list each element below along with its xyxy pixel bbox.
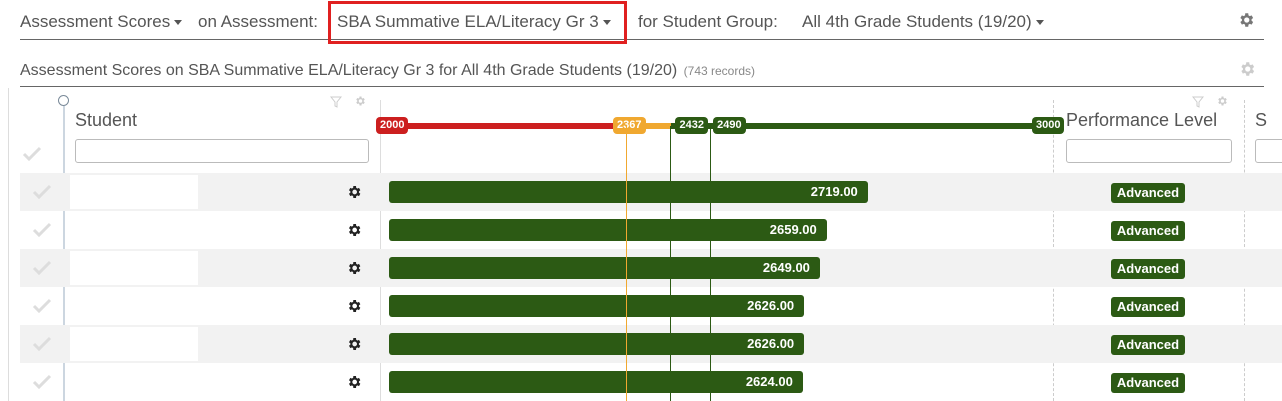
student-filter-input[interactable] xyxy=(75,139,369,163)
settings-gear-icon[interactable] xyxy=(1237,11,1255,29)
cut-score-line xyxy=(710,126,712,401)
performance-level-text: Advanced xyxy=(1116,299,1180,314)
performance-level-column-header[interactable]: Performance Level xyxy=(1066,110,1218,130)
student-name-cell[interactable] xyxy=(70,175,198,209)
performance-level-badge: Advanced xyxy=(1111,221,1185,241)
record-count: (743 records) xyxy=(683,64,756,78)
cut-score-line xyxy=(626,126,628,401)
scale-label: 2490 xyxy=(713,117,746,134)
toolbar: Assessment Scores on Assessment: SBA Sum… xyxy=(20,0,1264,40)
table-row[interactable]: 2719.00 Advanced xyxy=(20,173,1282,211)
student-name-cell[interactable] xyxy=(70,251,198,285)
column-gear-icon[interactable] xyxy=(1216,95,1228,107)
table-gear-icon[interactable] xyxy=(1238,60,1256,78)
chevron-down-icon xyxy=(174,20,183,26)
row-select-check-icon[interactable] xyxy=(32,221,52,239)
student-name-cell[interactable] xyxy=(70,213,198,247)
score-value: 2624.00 xyxy=(745,374,793,389)
scale-segment xyxy=(627,123,672,129)
table-row[interactable]: 2659.00 Advanced xyxy=(20,211,1282,249)
score-value: 2719.00 xyxy=(810,184,858,199)
on-assessment-label: on Assessment: xyxy=(198,12,319,31)
grid-border xyxy=(8,88,9,401)
score-bar[interactable]: 2624.00 xyxy=(389,371,803,393)
scale-label: 3000 xyxy=(1032,117,1065,134)
performance-level-badge: Advanced xyxy=(1111,373,1185,393)
performance-level-text: Advanced xyxy=(1116,185,1180,200)
scale-label: 2000 xyxy=(376,117,409,134)
cut-score-line xyxy=(670,126,672,401)
score-value: 2659.00 xyxy=(769,222,817,237)
report-subtitle: Assessment Scores on SBA Summative ELA/L… xyxy=(20,62,1264,87)
scale-segment xyxy=(376,123,628,129)
student-column-header[interactable]: Student xyxy=(75,110,138,130)
student-name-cell[interactable] xyxy=(70,289,198,323)
row-gear-icon[interactable] xyxy=(346,336,362,352)
chevron-down-icon xyxy=(602,20,611,26)
score-value: 2626.00 xyxy=(747,336,795,351)
scale-label: 2432 xyxy=(675,117,708,134)
score-value: 2649.00 xyxy=(762,260,810,275)
table-row[interactable]: 2624.00 Advanced xyxy=(20,363,1282,401)
next-column-filter-input[interactable] xyxy=(1255,139,1282,163)
row-select-check-icon[interactable] xyxy=(32,297,52,315)
performance-level-badge: Advanced xyxy=(1111,297,1185,317)
row-select-check-icon[interactable] xyxy=(32,259,52,277)
row-select-check-icon[interactable] xyxy=(32,335,52,353)
group-selector[interactable]: All 4th Grade Students (19/20) xyxy=(802,12,1044,32)
resize-handle[interactable] xyxy=(58,95,69,106)
student-name-cell[interactable] xyxy=(70,327,198,361)
score-bar[interactable]: 2649.00 xyxy=(389,257,820,279)
performance-level-text: Advanced xyxy=(1116,223,1180,238)
score-bar[interactable]: 2719.00 xyxy=(389,181,868,203)
assessment-highlight-box xyxy=(328,1,627,44)
row-gear-icon[interactable] xyxy=(346,260,362,276)
filter-icon[interactable] xyxy=(1192,96,1204,108)
row-gear-icon[interactable] xyxy=(346,184,362,200)
chevron-down-icon xyxy=(1035,20,1044,26)
score-bar[interactable]: 2659.00 xyxy=(389,219,827,241)
select-all-check-icon[interactable] xyxy=(22,146,42,162)
row-select-check-icon[interactable] xyxy=(32,373,52,391)
score-value: 2626.00 xyxy=(747,298,795,313)
view-selector[interactable]: Assessment Scores xyxy=(20,12,183,32)
scale-label: 2367 xyxy=(613,117,646,134)
assessment-selector[interactable]: SBA Summative ELA/Literacy Gr 3 xyxy=(337,12,611,32)
row-gear-icon[interactable] xyxy=(346,298,362,314)
score-bar[interactable]: 2626.00 xyxy=(389,333,805,355)
group-label: for Student Group: xyxy=(638,12,778,31)
row-gear-icon[interactable] xyxy=(346,222,362,238)
column-gear-icon[interactable] xyxy=(354,95,366,107)
performance-level-badge: Advanced xyxy=(1111,335,1185,355)
score-bar[interactable]: 2626.00 xyxy=(389,295,805,317)
performance-level-badge: Advanced xyxy=(1111,259,1185,279)
table-row[interactable]: 2626.00 Advanced xyxy=(20,287,1282,325)
scale-segment xyxy=(711,123,1060,129)
next-column-header[interactable]: S xyxy=(1255,110,1268,130)
score-scale: 2000 2367 2432 2490 3000 xyxy=(376,117,1065,135)
performance-level-text: Advanced xyxy=(1116,337,1180,352)
row-select-check-icon[interactable] xyxy=(32,183,52,201)
filter-icon[interactable] xyxy=(330,96,342,108)
performance-level-badge: Advanced xyxy=(1111,183,1185,203)
student-name-cell[interactable] xyxy=(70,365,198,399)
performance-filter-input[interactable] xyxy=(1066,139,1232,163)
subtitle-text: Assessment Scores on SBA Summative ELA/L… xyxy=(20,62,678,79)
table-row[interactable]: 2626.00 Advanced xyxy=(20,325,1282,363)
performance-level-text: Advanced xyxy=(1116,375,1180,390)
performance-level-text: Advanced xyxy=(1116,261,1180,276)
row-gear-icon[interactable] xyxy=(346,374,362,390)
table-row[interactable]: 2649.00 Advanced xyxy=(20,249,1282,287)
